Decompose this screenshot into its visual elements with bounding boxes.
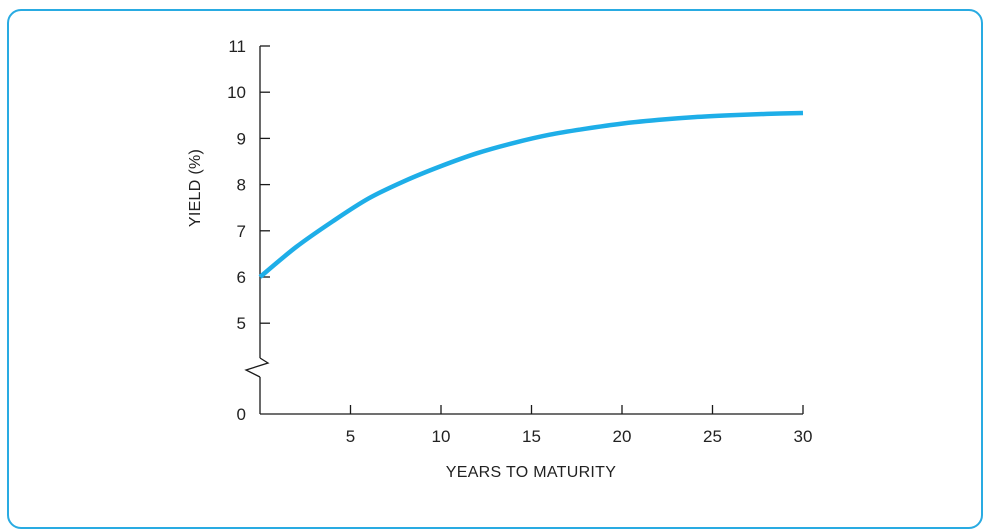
y-tick-label: 8 [237,176,246,195]
x-tick-label: 20 [613,427,632,446]
y-tick-label: 6 [237,268,246,287]
yield-curve-line [258,110,804,279]
ticks: 0 5 6 7 8 9 10 11 5 10 15 20 25 30 [227,37,812,446]
y-tick-label: 0 [237,405,246,424]
series-layer [258,110,804,279]
y-tick-label: 11 [228,37,246,56]
y-axis-break [244,357,270,378]
y-tick-label: 10 [227,83,246,102]
y-tick-label: 7 [237,222,246,241]
x-tick-label: 25 [703,427,722,446]
y-axis-title: YIELD (%) [187,149,204,227]
x-tick-label: 15 [522,427,541,446]
y-tick-label: 9 [237,129,246,148]
x-tick-label: 5 [346,427,355,446]
y-tick-label: 5 [237,314,246,333]
yield-curve-chart: 0 5 6 7 8 9 10 11 5 10 15 20 25 30 YIELD (%) YEARS TO… [187,37,812,481]
x-tick-label: 30 [794,427,813,446]
x-axis-title: YEARS TO MATURITY [446,464,616,481]
axes [244,46,803,415]
x-tick-label: 10 [432,427,451,446]
